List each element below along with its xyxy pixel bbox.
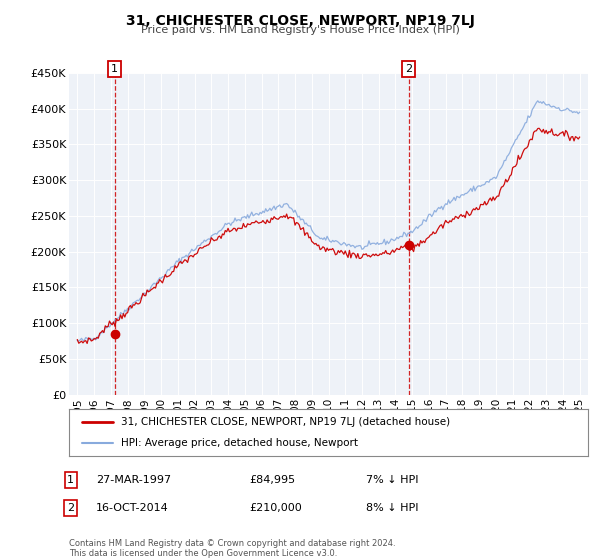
Text: 2: 2	[405, 64, 412, 74]
Text: 1: 1	[67, 475, 74, 485]
Text: 31, CHICHESTER CLOSE, NEWPORT, NP19 7LJ: 31, CHICHESTER CLOSE, NEWPORT, NP19 7LJ	[125, 14, 475, 28]
Text: 8% ↓ HPI: 8% ↓ HPI	[366, 503, 419, 513]
Text: 2: 2	[67, 503, 74, 513]
Text: 16-OCT-2014: 16-OCT-2014	[96, 503, 169, 513]
Text: 27-MAR-1997: 27-MAR-1997	[96, 475, 171, 485]
Text: 7% ↓ HPI: 7% ↓ HPI	[366, 475, 419, 485]
Text: HPI: Average price, detached house, Newport: HPI: Average price, detached house, Newp…	[121, 438, 358, 448]
Text: £210,000: £210,000	[249, 503, 302, 513]
Text: Contains HM Land Registry data © Crown copyright and database right 2024.
This d: Contains HM Land Registry data © Crown c…	[69, 539, 395, 558]
Text: £84,995: £84,995	[249, 475, 295, 485]
Text: 31, CHICHESTER CLOSE, NEWPORT, NP19 7LJ (detached house): 31, CHICHESTER CLOSE, NEWPORT, NP19 7LJ …	[121, 417, 450, 427]
Text: Price paid vs. HM Land Registry's House Price Index (HPI): Price paid vs. HM Land Registry's House …	[140, 25, 460, 35]
Text: 1: 1	[111, 64, 118, 74]
